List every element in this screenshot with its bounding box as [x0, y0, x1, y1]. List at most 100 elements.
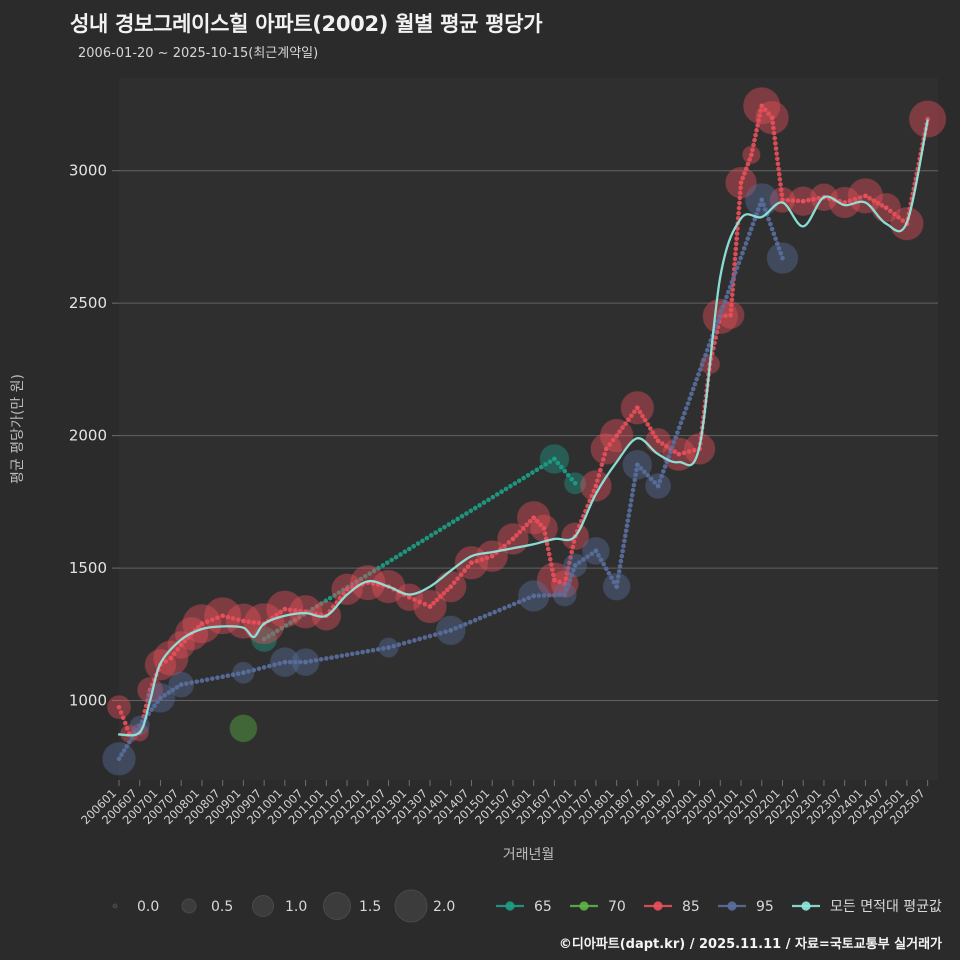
data-point[interactable]	[291, 648, 320, 677]
series-connector-dot	[776, 246, 782, 251]
data-point[interactable]	[788, 186, 819, 217]
data-point[interactable]	[225, 603, 262, 639]
series-connector-dot	[298, 659, 303, 665]
series-connector-dot	[653, 434, 658, 440]
series-connector-dot	[386, 645, 391, 650]
data-point[interactable]	[620, 391, 655, 425]
data-point[interactable]	[564, 472, 587, 495]
y-gridlines: 1000 1500 2000 2500 3000	[69, 162, 938, 710]
data-point[interactable]	[908, 100, 947, 138]
series-connector-dot	[795, 198, 801, 204]
plot-area-background	[119, 78, 938, 780]
series-connector-dot	[367, 571, 372, 576]
data-point[interactable]	[745, 183, 779, 217]
series-70[interactable]	[229, 714, 258, 743]
series-connector-dot	[655, 483, 661, 489]
series-connector-dot	[572, 481, 578, 486]
data-point[interactable]	[847, 178, 884, 214]
series-connector-dot	[729, 297, 735, 303]
data-point[interactable]	[413, 589, 447, 624]
data-point[interactable]	[350, 564, 386, 601]
data-point[interactable]	[590, 433, 623, 465]
legend-series-label[interactable]: 모든 면적대 평균값	[830, 899, 942, 915]
series-connector-dot	[703, 352, 708, 358]
series-connector-dot	[402, 549, 408, 555]
data-point[interactable]	[476, 540, 509, 572]
legend-series-label[interactable]: 70	[608, 899, 626, 915]
data-point[interactable]	[581, 536, 610, 565]
series-connector-dot	[883, 205, 889, 211]
legend-series-label[interactable]: 65	[534, 899, 552, 915]
legend-series-label[interactable]: 95	[756, 899, 774, 915]
data-point[interactable]	[102, 742, 136, 776]
series-connector-dot	[246, 669, 251, 674]
legend-marker	[505, 901, 515, 911]
data-point[interactable]	[395, 583, 424, 612]
series-connector-dot	[427, 604, 433, 609]
series-65[interactable]	[251, 444, 587, 653]
data-point[interactable]	[725, 166, 757, 199]
series-connector-dot	[617, 429, 622, 434]
data-point[interactable]	[645, 473, 672, 499]
data-point[interactable]	[516, 500, 551, 535]
y-axis-title: 평균 평당가(만 원)	[10, 374, 26, 484]
series-connector-dot	[251, 620, 257, 625]
series-connector-dot	[424, 535, 430, 541]
data-point[interactable]	[232, 661, 255, 684]
data-point[interactable]	[743, 87, 781, 125]
series-connector-dot	[492, 609, 497, 615]
series-connector-dot	[875, 200, 881, 206]
series-connector-dot	[676, 425, 682, 431]
page-subtitle: 2006-01-20 ~ 2025-10-15(최근계약일)	[78, 46, 319, 61]
legend-size-marker	[112, 903, 118, 909]
series-connector-dot	[740, 250, 745, 256]
data-point[interactable]	[153, 640, 189, 676]
data-point[interactable]	[622, 449, 653, 480]
data-point[interactable]	[229, 714, 258, 743]
data-point[interactable]	[435, 615, 466, 646]
data-point[interactable]	[766, 242, 799, 274]
series-connector-dot	[344, 586, 350, 592]
series-connector-dot	[720, 304, 726, 309]
data-point[interactable]	[270, 647, 300, 677]
data-point[interactable]	[204, 597, 242, 635]
series-connector-dot	[525, 473, 531, 478]
data-point[interactable]	[602, 572, 631, 601]
data-point[interactable]	[599, 418, 634, 453]
data-point[interactable]	[563, 553, 588, 578]
series-connector-dot	[683, 406, 689, 411]
series-connector-dot	[645, 473, 651, 478]
data-point[interactable]	[168, 671, 195, 698]
data-point[interactable]	[580, 470, 612, 502]
series-connector-dot	[722, 299, 728, 304]
series-connector-dot	[282, 606, 288, 612]
data-point[interactable]	[167, 630, 196, 659]
data-point[interactable]	[107, 695, 132, 720]
legend-series-label[interactable]: 85	[682, 899, 700, 915]
data-point[interactable]	[742, 145, 761, 164]
series-connector-dot	[611, 579, 617, 585]
data-point[interactable]	[378, 637, 399, 658]
series-connector-dot	[166, 690, 172, 695]
data-point[interactable]	[331, 573, 363, 606]
data-point[interactable]	[552, 582, 577, 607]
series-connector-dot	[370, 647, 376, 653]
series-connector-dot	[762, 107, 768, 113]
series-connector-dot	[925, 116, 930, 122]
data-point[interactable]	[539, 444, 570, 474]
series-connector-dot	[701, 357, 707, 363]
data-point[interactable]	[530, 514, 558, 543]
data-point[interactable]	[755, 100, 789, 135]
x-axis-title: 거래년월	[503, 847, 555, 863]
series-connector-dot	[469, 560, 474, 566]
series-average[interactable]	[117, 119, 929, 737]
series-connector-dot	[630, 487, 636, 493]
series-connector-dot	[332, 593, 337, 598]
data-point[interactable]	[517, 580, 550, 612]
series-connector-dot	[194, 679, 200, 684]
series-connector-dot	[706, 343, 712, 348]
data-point[interactable]	[288, 595, 323, 629]
series-connector-dot	[547, 557, 553, 562]
legend[interactable]: 0.0 0.5 1.0 1.5 2.0 65 70 85 95 모든 면적대 평균값	[112, 889, 942, 923]
